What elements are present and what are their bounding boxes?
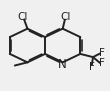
Text: Cl: Cl <box>17 12 28 22</box>
Text: F: F <box>99 59 105 68</box>
Text: N: N <box>58 58 67 71</box>
Text: F: F <box>90 62 95 72</box>
Text: F: F <box>99 48 105 58</box>
Text: Cl: Cl <box>61 12 71 22</box>
